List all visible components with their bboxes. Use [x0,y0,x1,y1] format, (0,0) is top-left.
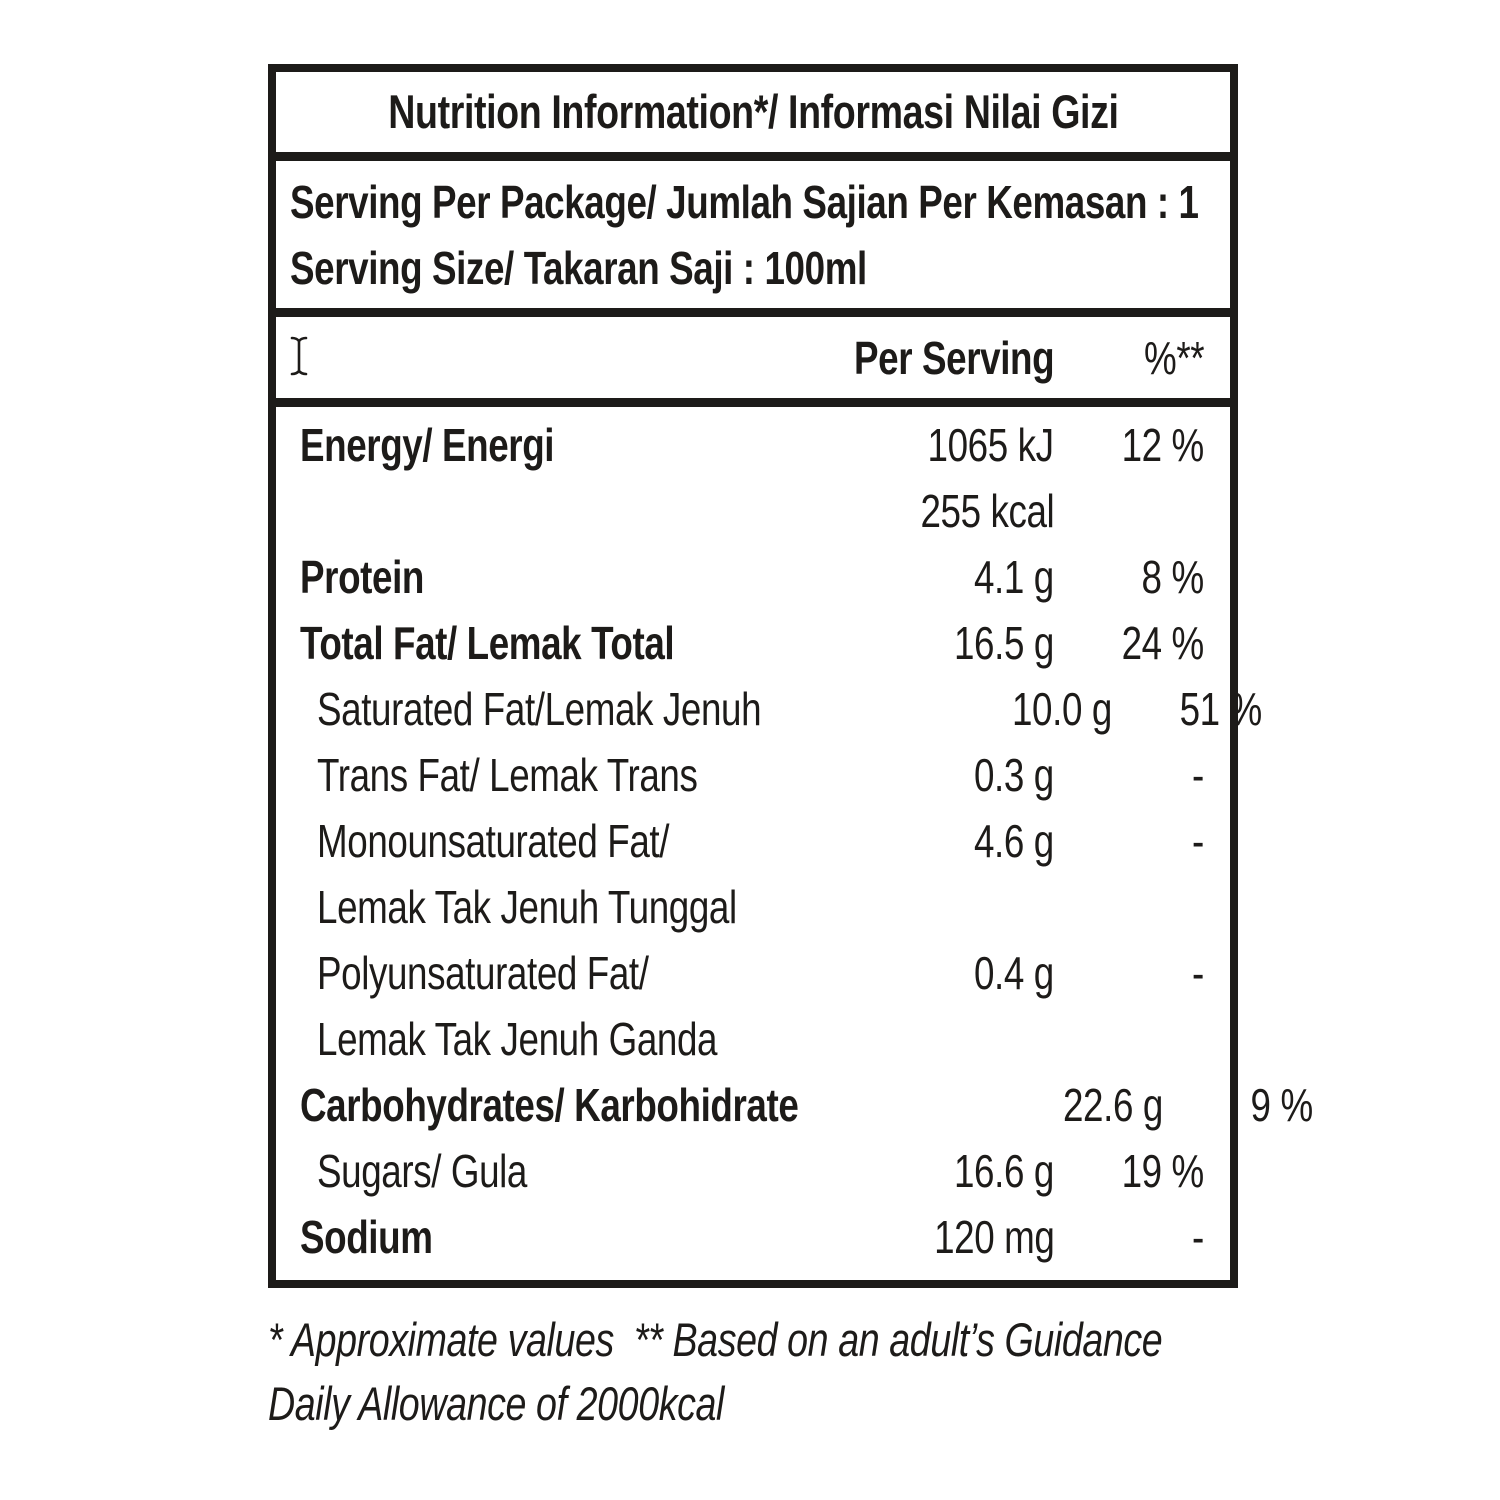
header-left-cell [288,336,804,378]
column-header-percent: %** [1054,331,1205,385]
nutrient-percent: 51 % [1179,683,1263,735]
serving-per-package-text: Serving Per Package/ Jumlah Sajian Per K… [290,176,1199,228]
nutrient-name: Monounsaturated Fat/ [317,815,670,867]
nutrient-name: Trans Fat/ Lemak Trans [317,749,698,801]
nutrient-amount: 16.6 g [954,1145,1054,1197]
nutrient-name: Sugars/ Gula [317,1145,527,1197]
serving-size-text: Serving Size/ Takaran Saji : 100ml [290,242,867,294]
nutrient-percent: - [1192,947,1204,999]
nutrient-amount: 10.0 g [1012,683,1113,735]
nutrient-name: Total Fat/ Lemak Total [300,617,675,669]
per-serving-header-text: Per Serving [853,331,1055,384]
nutrient-percent: 24 % [1121,617,1205,669]
serving-info-section: Serving Per Package/ Jumlah Sajian Per K… [276,161,1230,317]
nutrient-name: Polyunsaturated Fat/ [317,947,649,999]
table-row-total-fat: Total Fat/ Lemak Total 16.5 g 24 % [276,610,1230,676]
nutrient-percent: 9 % [1250,1079,1314,1131]
table-row-energy: Energy/ Energi 1065 kJ 12 % [276,412,1230,478]
table-row-polyunsaturated-fat-id: Lemak Tak Jenuh Ganda [276,1006,1230,1072]
table-row-saturated-fat: Saturated Fat/Lemak Jenuh 10.0 g 51 % [276,676,1263,742]
table-row-polyunsaturated-fat: Polyunsaturated Fat/ 0.4 g - [276,940,1230,1006]
serving-per-package-line: Serving Per Package/ Jumlah Sajian Per K… [290,169,1230,235]
nutrient-percent: - [1192,1211,1204,1263]
nutrient-name: Lemak Tak Jenuh Tunggal [317,881,737,933]
nutrient-name: Carbohydrates/ Karbohidrate [300,1079,799,1131]
column-header-per-serving: Per Serving [804,331,1055,385]
table-row-sodium: Sodium 120 mg - [276,1204,1230,1270]
table-row-monounsaturated-fat-id: Lemak Tak Jenuh Tunggal [276,874,1230,940]
footnote-line-1: * Approximate values ** Based on an adul… [268,1308,1386,1372]
nutrient-table: Energy/ Energi 1065 kJ 12 % 255 kcal Pro… [276,407,1313,1270]
nutrient-percent: 12 % [1121,419,1205,471]
nutrient-percent: - [1192,815,1204,867]
footnote-line-1-text: * Approximate values ** Based on an adul… [268,1313,1163,1366]
label-title-section: Nutrition Information*/ Informasi Nilai … [276,72,1230,161]
footnote-line-2: Daily Allowance of 2000kcal [268,1372,1386,1436]
nutrient-amount: 255 kcal [920,485,1054,537]
nutrient-amount: 16.5 g [954,617,1054,669]
text-cursor-icon [288,334,310,378]
nutrient-percent: 19 % [1121,1145,1205,1197]
nutrient-amount: 0.4 g [974,947,1054,999]
nutrient-name: Saturated Fat/Lemak Jenuh [317,683,762,735]
label-title: Nutrition Information*/ Informasi Nilai … [387,85,1119,138]
percent-header-text: %** [1143,331,1205,384]
serving-size-line: Serving Size/ Takaran Saji : 100ml [290,235,1230,301]
table-row-monounsaturated-fat: Monounsaturated Fat/ 4.6 g - [276,808,1230,874]
nutrient-amount: 4.1 g [974,551,1054,603]
table-row-carbohydrates: Carbohydrates/ Karbohidrate 22.6 g 9 % [276,1072,1313,1138]
footnote: * Approximate values ** Based on an adul… [268,1308,1386,1436]
table-row-protein: Protein 4.1 g 8 % [276,544,1230,610]
nutrient-percent: - [1192,749,1204,801]
nutrient-name: Protein [300,551,424,603]
nutrition-label: Nutrition Information*/ Informasi Nilai … [268,64,1313,1288]
table-row-trans-fat: Trans Fat/ Lemak Trans 0.3 g - [276,742,1230,808]
nutrient-name: Sodium [300,1211,433,1263]
nutrient-amount: 4.6 g [974,815,1054,867]
nutrient-amount: 120 mg [933,1211,1055,1263]
table-row-energy-kcal: 255 kcal [276,478,1230,544]
column-header-row: Per Serving %** [276,317,1230,407]
nutrient-name: Energy/ Energi [300,419,555,471]
nutrient-percent: 8 % [1141,551,1205,603]
nutrient-amount: 22.6 g [1063,1079,1163,1131]
footnote-line-2-text: Daily Allowance of 2000kcal [268,1377,724,1430]
nutrient-amount: 1065 kJ [927,419,1054,471]
nutrient-amount: 0.3 g [974,749,1054,801]
nutrient-name: Lemak Tak Jenuh Ganda [317,1013,718,1065]
table-row-sugars: Sugars/ Gula 16.6 g 19 % [276,1138,1230,1204]
